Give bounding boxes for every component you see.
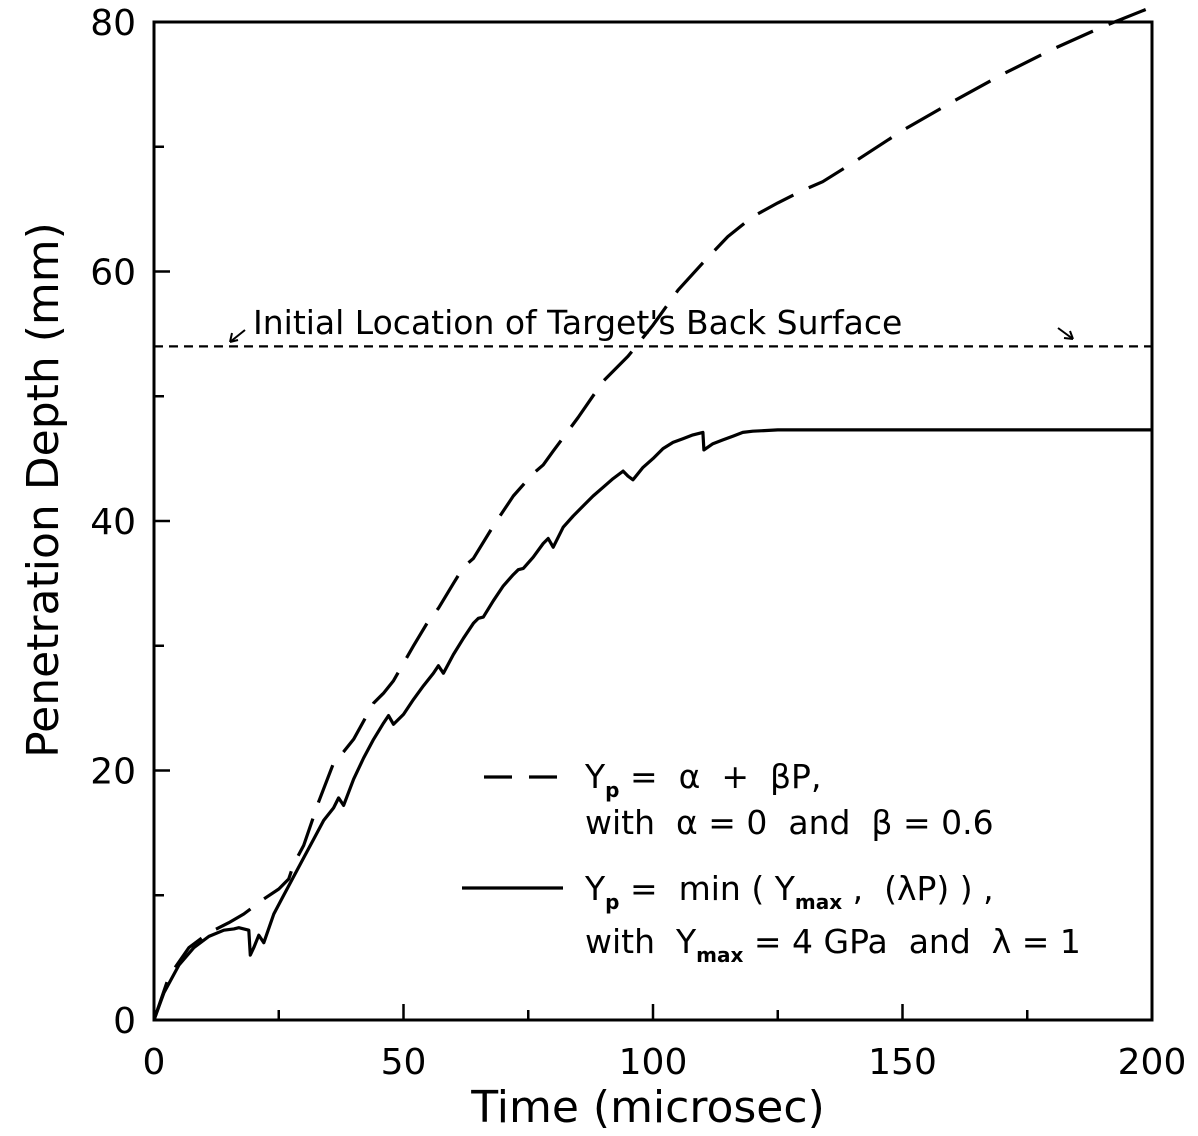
axis-ticks bbox=[154, 145, 1029, 1020]
y-tick-label: 20 bbox=[90, 752, 136, 793]
x-tick-label: 50 bbox=[381, 1042, 427, 1083]
legend: Yp = α + βP, with α = 0 and β = 0.6 Yp =… bbox=[462, 757, 1081, 967]
series-solid-line bbox=[152, 428, 1152, 1021]
legend-dashed-line1: Yp = α + βP, bbox=[584, 757, 821, 802]
x-tick-label: 100 bbox=[619, 1042, 688, 1083]
y-tick-label: 40 bbox=[90, 502, 136, 543]
x-tick-label: 0 bbox=[143, 1042, 166, 1083]
y-axis-title: Penetration Depth (mm) bbox=[18, 222, 69, 758]
y-tick-label: 80 bbox=[90, 3, 136, 44]
x-tick-label: 200 bbox=[1118, 1042, 1187, 1083]
legend-solid-line1: Yp = min ( Ymax , (λP) ) , bbox=[584, 869, 994, 914]
series-dashed-line bbox=[152, 5, 1153, 1021]
annotation-left-arrow bbox=[229, 329, 246, 343]
back-surface-annotation: Initial Location of Target's Back Surfac… bbox=[253, 303, 902, 342]
legend-dashed-line2: with α = 0 and β = 0.6 bbox=[585, 803, 994, 842]
y-tick-label: 0 bbox=[113, 1001, 136, 1042]
x-tick-label: 150 bbox=[868, 1042, 937, 1083]
y-tick-label: 60 bbox=[90, 253, 136, 294]
x-axis-title: Time (microsec) bbox=[470, 1082, 825, 1133]
annotation-right-arrow bbox=[1057, 327, 1074, 340]
tick-labels: 0 50 100 150 200 0 20 40 60 80 bbox=[90, 3, 1186, 1083]
legend-solid-line2: with Ymax = 4 GPa and λ = 1 bbox=[585, 922, 1081, 967]
